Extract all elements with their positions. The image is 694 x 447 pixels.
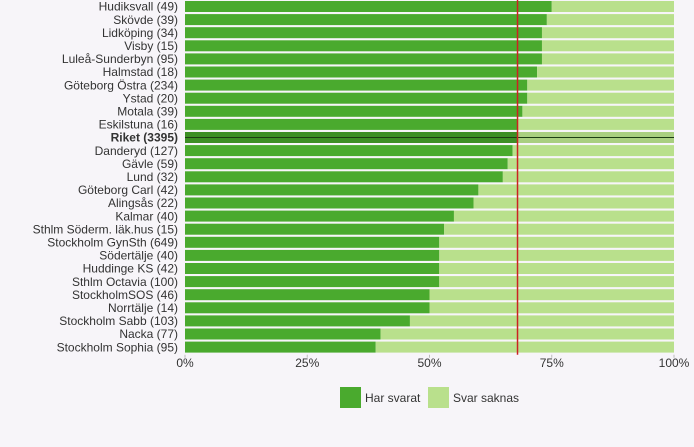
x-tick-label: 75% (540, 356, 564, 370)
bar (185, 145, 513, 157)
category-label: Halmstad (18) (103, 65, 178, 79)
bar (185, 14, 547, 26)
bar (517, 118, 674, 130)
category-label: Huddinge KS (42) (83, 262, 178, 276)
bar (185, 249, 440, 261)
category-label: Stockholm Sophia (95) (57, 340, 178, 354)
bar (185, 53, 542, 65)
category-label: Stockholm GynSth (649) (47, 235, 178, 249)
bar (522, 105, 674, 117)
bar (453, 210, 674, 222)
category-label: Hudiksvall (49) (99, 0, 178, 14)
bar (502, 171, 674, 183)
category-label: Luleå-Sunderbyn (95) (62, 52, 178, 66)
bar (185, 341, 376, 353)
legend-label: Svar saknas (453, 391, 519, 405)
bar (380, 328, 674, 340)
bar (185, 236, 440, 248)
category-label: Gävle (59) (122, 157, 178, 171)
legend-swatch (340, 387, 361, 408)
bar (185, 302, 430, 314)
bar (185, 158, 508, 170)
bar (185, 315, 410, 327)
bar (185, 79, 528, 91)
x-tick-label: 0% (176, 356, 194, 370)
bar (185, 289, 430, 301)
bar (429, 289, 674, 301)
category-label: Eskilstuna (16) (99, 118, 178, 132)
bar (185, 171, 503, 183)
bar (551, 1, 674, 12)
category-label: Södertälje (40) (99, 249, 178, 263)
bar (185, 105, 523, 117)
bar (185, 1, 552, 12)
bar (512, 145, 674, 157)
category-label: Danderyd (127) (95, 144, 178, 158)
bar (185, 40, 542, 52)
bar (185, 328, 381, 340)
category-label: StockholmSOS (46) (72, 288, 178, 302)
bar (185, 184, 479, 196)
bar (527, 92, 674, 104)
category-label: Lidköping (34) (102, 26, 178, 40)
bar (375, 341, 674, 353)
category-label: Sthlm Octavia (100) (72, 275, 178, 289)
bar (541, 27, 674, 39)
bar (444, 223, 674, 235)
legend-swatch (428, 387, 449, 408)
category-label: Göteborg Carl (42) (78, 183, 178, 197)
x-tick-label: 100% (659, 356, 690, 370)
bar (546, 14, 674, 26)
category-label: Ystad (20) (123, 91, 178, 105)
bar (439, 276, 674, 288)
bar (409, 315, 674, 327)
x-tick-label: 25% (295, 356, 319, 370)
bar (429, 302, 674, 314)
bar (478, 184, 674, 196)
bar (185, 66, 538, 78)
bar (185, 223, 445, 235)
bar (473, 197, 674, 209)
bar (541, 53, 674, 65)
category-label: Motala (39) (117, 104, 178, 118)
category-label: Visby (15) (124, 39, 178, 53)
category-label: Göteborg Östra (234) (64, 78, 178, 92)
bar (439, 236, 674, 248)
bar (537, 66, 674, 78)
x-tick-label: 50% (417, 356, 441, 370)
category-label: Kalmar (40) (115, 209, 178, 223)
category-label: Lund (32) (127, 170, 178, 184)
bar (527, 79, 674, 91)
bar (439, 249, 674, 261)
bar (185, 276, 440, 288)
category-label: Sthlm Söderm. läk.hus (15) (33, 222, 178, 236)
bar (185, 197, 474, 209)
bar (541, 40, 674, 52)
category-label: Nacka (77) (119, 327, 178, 341)
bar (185, 263, 440, 274)
bar (185, 210, 454, 222)
category-label: Alingsås (22) (108, 196, 178, 210)
bar (185, 27, 542, 39)
category-label: Riket (3395) (111, 131, 178, 145)
category-label: Stockholm Sabb (103) (59, 314, 178, 328)
category-label: Skövde (39) (113, 13, 178, 27)
legend-label: Har svarat (365, 391, 421, 405)
bar (185, 118, 518, 130)
bar (185, 92, 528, 104)
bar (507, 158, 674, 170)
category-label: Norrtälje (14) (108, 301, 178, 315)
bar (439, 263, 674, 274)
